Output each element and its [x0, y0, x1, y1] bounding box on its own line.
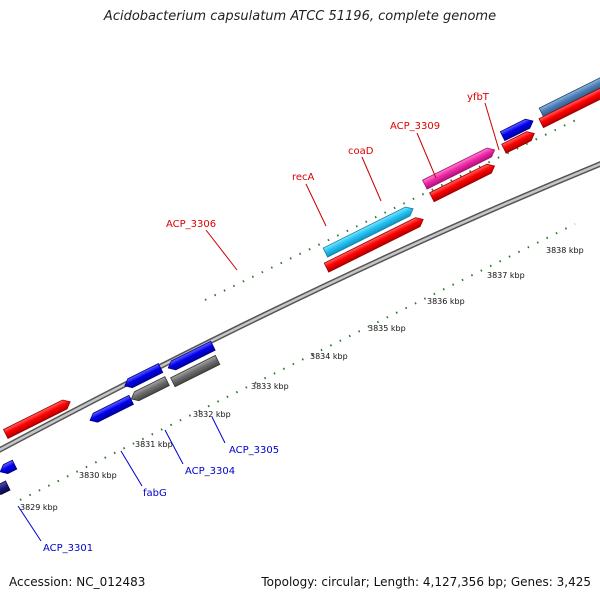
accession-text: Accession: NC_012483: [9, 575, 146, 589]
gene-label-acp-3301[interactable]: ACP_3301: [43, 543, 93, 554]
map-title: Acidobacterium capsulatum ATCC 51196, co…: [103, 9, 497, 24]
scale-tick-labels: 3829 kbp 3830 kbp 3831 kbp 3832 kbp 3833…: [20, 246, 584, 512]
scale-tick-label: 3832 kbp: [193, 410, 231, 419]
gene-label-coad[interactable]: coaD: [348, 146, 374, 157]
gene-label-yfbt[interactable]: yfbT: [467, 92, 490, 103]
gene-acp-3306[interactable]: [322, 204, 415, 258]
gene-forward-red-2[interactable]: [429, 162, 497, 203]
scale-tick-label: 3834 kbp: [310, 352, 348, 361]
gene-reverse-blue-2[interactable]: [123, 363, 164, 391]
genome-backbone: [0, 161, 600, 453]
gene-acp-3309[interactable]: [538, 72, 600, 118]
gene-reverse-blue-3[interactable]: [166, 340, 216, 372]
scale-tick-label: 3836 kbp: [427, 297, 465, 306]
gene-reverse-blue-1[interactable]: [88, 394, 134, 424]
gene-left-blue-1[interactable]: [0, 459, 18, 476]
scale-tick-label: 3838 kbp: [546, 246, 584, 255]
gene-label-acp-3306[interactable]: ACP_3306: [166, 219, 216, 230]
gene-reverse-gray-1[interactable]: [129, 376, 170, 404]
gene-reverse-gray-2[interactable]: [170, 354, 221, 388]
gene-coad[interactable]: [499, 117, 535, 142]
gene-label-reca[interactable]: recA: [292, 172, 315, 183]
gene-forward-red-4[interactable]: [538, 83, 600, 129]
scale-tick-label: 3837 kbp: [487, 271, 525, 280]
scale-tick-label: 3831 kbp: [135, 440, 173, 449]
gene-leader-lines: [17, 102, 500, 542]
gene-label-acp-3304[interactable]: ACP_3304: [185, 466, 235, 477]
gene-label-acp-3305[interactable]: ACP_3305: [229, 445, 279, 456]
features: [0, 72, 600, 497]
gene-forward-red-3[interactable]: [501, 129, 537, 154]
gene-label-fabg[interactable]: fabG: [143, 488, 167, 499]
scale-tick-label: 3835 kbp: [368, 324, 406, 333]
scale-tick-label: 3833 kbp: [251, 382, 289, 391]
gene-forward-red-1[interactable]: [323, 215, 425, 273]
genome-summary: Topology: circular; Length: 4,127,356 bp…: [261, 575, 591, 589]
outer-tick-ring: [204, 117, 581, 301]
scale-tick-label: 3829 kbp: [20, 503, 58, 512]
gene-left-red[interactable]: [2, 397, 72, 439]
gene-reca[interactable]: [422, 145, 497, 190]
gene-labels: ACP_3306 recA coaD ACP_3309 yfbT ACP_330…: [43, 92, 490, 554]
gene-label-acp-3309[interactable]: ACP_3309: [390, 121, 440, 132]
inner-tick-ring: [19, 223, 576, 501]
gene-left-navy[interactable]: [0, 480, 11, 497]
scale-tick-label: 3830 kbp: [79, 471, 117, 480]
